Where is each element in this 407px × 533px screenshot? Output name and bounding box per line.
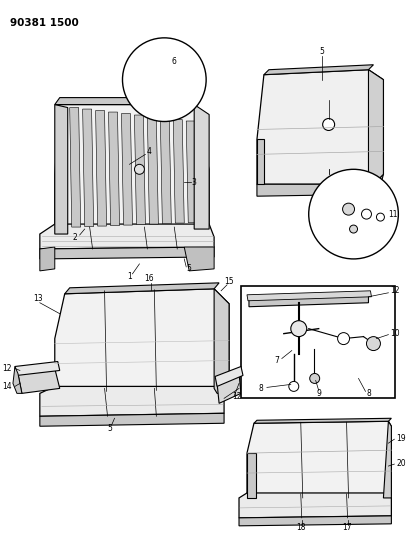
Text: 18: 18 [296, 523, 306, 532]
Polygon shape [257, 140, 264, 184]
Circle shape [350, 225, 357, 233]
Text: 11: 11 [388, 209, 398, 219]
Text: 17: 17 [342, 523, 351, 532]
Text: 4: 4 [147, 147, 152, 156]
Polygon shape [15, 361, 60, 375]
Polygon shape [70, 108, 81, 227]
Text: 16: 16 [144, 274, 154, 284]
Polygon shape [249, 295, 368, 306]
Polygon shape [217, 374, 241, 403]
Text: 5: 5 [187, 264, 192, 273]
Circle shape [291, 321, 307, 337]
FancyBboxPatch shape [241, 286, 395, 398]
Text: 9: 9 [316, 389, 321, 398]
Text: 5: 5 [107, 424, 112, 433]
Circle shape [323, 118, 335, 131]
Polygon shape [215, 367, 243, 386]
Polygon shape [383, 421, 392, 498]
Circle shape [289, 382, 299, 391]
Polygon shape [83, 109, 94, 227]
Polygon shape [254, 418, 392, 423]
Polygon shape [55, 289, 229, 393]
Circle shape [337, 333, 350, 344]
Text: 14: 14 [2, 382, 12, 391]
Polygon shape [40, 247, 55, 271]
Polygon shape [40, 386, 224, 416]
Text: 19: 19 [396, 434, 406, 443]
Polygon shape [247, 421, 392, 498]
Text: 5: 5 [319, 47, 324, 56]
Polygon shape [109, 112, 120, 225]
Text: 1: 1 [127, 272, 132, 281]
Polygon shape [40, 247, 214, 259]
Text: 12: 12 [232, 392, 242, 401]
Polygon shape [184, 247, 214, 271]
Polygon shape [239, 493, 392, 518]
Circle shape [343, 203, 354, 215]
Polygon shape [65, 283, 219, 294]
Polygon shape [55, 104, 209, 234]
Text: 13: 13 [33, 294, 43, 303]
Circle shape [309, 169, 398, 259]
Polygon shape [247, 291, 372, 301]
Polygon shape [134, 115, 145, 224]
Text: 20: 20 [396, 458, 406, 467]
Text: 6: 6 [172, 57, 177, 66]
Circle shape [134, 164, 144, 174]
Text: 12: 12 [2, 364, 12, 373]
Polygon shape [55, 104, 68, 234]
Polygon shape [40, 224, 214, 249]
Circle shape [361, 209, 372, 219]
Text: 3: 3 [192, 177, 197, 187]
Polygon shape [18, 368, 60, 393]
Circle shape [376, 213, 384, 221]
Polygon shape [264, 64, 374, 75]
Polygon shape [96, 110, 107, 226]
Polygon shape [173, 119, 184, 223]
Polygon shape [147, 117, 158, 224]
Polygon shape [194, 104, 209, 229]
Text: 2: 2 [72, 232, 77, 241]
Polygon shape [239, 516, 392, 526]
Circle shape [123, 38, 206, 122]
Polygon shape [40, 413, 224, 426]
Text: 12: 12 [390, 286, 400, 295]
Polygon shape [368, 70, 383, 184]
Polygon shape [13, 367, 22, 393]
Circle shape [310, 374, 319, 383]
Polygon shape [160, 118, 171, 223]
Circle shape [366, 337, 381, 351]
Polygon shape [186, 121, 197, 223]
Text: 7: 7 [274, 356, 279, 365]
Polygon shape [55, 98, 199, 104]
Polygon shape [257, 174, 383, 196]
Polygon shape [214, 289, 229, 393]
Text: 90381 1500: 90381 1500 [10, 18, 79, 28]
Text: 10: 10 [390, 329, 400, 338]
Text: 8: 8 [366, 389, 371, 398]
Text: 15: 15 [224, 277, 234, 286]
Text: 8: 8 [258, 384, 263, 393]
Polygon shape [247, 453, 256, 498]
Polygon shape [257, 70, 383, 184]
Polygon shape [122, 114, 132, 225]
